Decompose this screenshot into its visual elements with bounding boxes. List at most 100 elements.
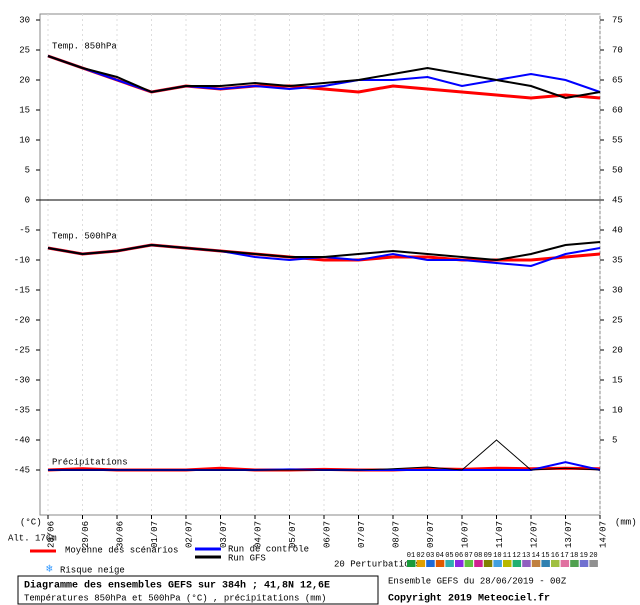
- y2-tick-label: 35: [612, 255, 623, 265]
- perturbation-swatch: [426, 560, 435, 567]
- perturbation-swatch: [407, 560, 416, 567]
- y-tick-label: 25: [19, 45, 30, 55]
- y-tick-label: -10: [14, 255, 30, 265]
- perturbation-label: 16: [551, 552, 559, 560]
- x-tick-label: 07/07: [357, 521, 367, 548]
- y2-tick-label: 55: [612, 135, 623, 145]
- y-tick-label: 30: [19, 15, 30, 25]
- footer-box: [17, 575, 379, 605]
- perturbation-swatch: [579, 560, 589, 567]
- panel-label: Temp. 850hPa: [52, 41, 117, 51]
- footer-title: Diagramme des ensembles GEFS sur 384h ; …: [24, 580, 330, 592]
- y2-tick-label: 15: [612, 375, 623, 385]
- y-tick-label: -25: [14, 345, 30, 355]
- x-tick-label: 30/06: [115, 521, 125, 548]
- legend-label: Run de contrôle: [228, 544, 309, 554]
- y2-tick-label: 60: [612, 105, 623, 115]
- y-tick-label: 0: [25, 195, 30, 205]
- y2-unit: (mm): [615, 517, 637, 527]
- y2-tick-label: 5: [612, 435, 617, 445]
- perturbation-swatch: [570, 560, 579, 567]
- x-tick-label: 13/07: [564, 521, 574, 548]
- x-tick-label: 05/07: [288, 521, 298, 548]
- altitude: Alt. 176m: [8, 533, 57, 543]
- perturbation-label: 15: [541, 552, 549, 560]
- x-tick-label: 10/07: [460, 521, 470, 548]
- snow-label: Risque neige: [60, 565, 125, 575]
- legend-label: Run GFS: [228, 553, 266, 563]
- y2-tick-label: 75: [612, 15, 623, 25]
- perturbation-label: 11: [503, 552, 511, 560]
- run-info: Ensemble GEFS du 28/06/2019 - 00Z: [388, 576, 567, 586]
- perturbation-label: 14: [532, 552, 540, 560]
- x-tick-label: 01/07: [150, 521, 160, 548]
- y2-tick-label: 25: [612, 315, 623, 325]
- y-tick-label: -30: [14, 375, 30, 385]
- footer-subtitle: Températures 850hPa et 500hPa (°C) , pré…: [24, 593, 326, 603]
- series-line: [47, 241, 601, 262]
- perturbation-label: 02: [416, 552, 424, 560]
- y-tick-label: -40: [14, 435, 30, 445]
- perturbation-label: 07: [464, 552, 472, 560]
- x-tick-label: 09/07: [426, 521, 436, 548]
- y-tick-label: -45: [14, 465, 30, 475]
- x-tick-label: 29/06: [81, 521, 91, 548]
- perturbation-swatch: [435, 560, 445, 567]
- perturbation-label: 18: [570, 552, 578, 560]
- y-tick-label: 10: [19, 135, 30, 145]
- perturbation-swatch: [474, 560, 483, 567]
- y2-tick-label: 20: [612, 345, 623, 355]
- y2-tick-label: 40: [612, 225, 623, 235]
- x-tick-label: 04/07: [253, 521, 263, 548]
- perturbations-label: 20 Perturbations: [334, 559, 420, 569]
- perturbation-swatch: [522, 560, 531, 567]
- perturbation-swatch: [464, 560, 474, 567]
- series-line: [48, 439, 601, 471]
- legend-label: Moyenne des scénarios: [65, 545, 178, 555]
- y-unit: (°C): [20, 517, 42, 527]
- x-tick-label: 28/06: [46, 521, 56, 548]
- perturbation-swatch: [541, 560, 550, 567]
- y2-tick-label: 30: [612, 285, 623, 295]
- perturbation-label: 04: [436, 552, 444, 560]
- perturbation-label: 10: [493, 552, 501, 560]
- perturbation-label: 19: [580, 552, 588, 560]
- x-tick-label: 12/07: [529, 521, 539, 548]
- y-tick-label: 20: [19, 75, 30, 85]
- copyright: Copyright 2019 Meteociel.fr: [388, 593, 550, 605]
- x-tick-label: 14/07: [598, 521, 608, 548]
- x-tick-label: 03/07: [219, 521, 229, 548]
- y-tick-label: 15: [19, 105, 30, 115]
- y2-tick-label: 65: [612, 75, 623, 85]
- y-tick-label: -20: [14, 315, 30, 325]
- perturbation-swatch: [503, 560, 512, 567]
- series-line: [47, 55, 601, 100]
- perturbation-swatch: [512, 560, 522, 567]
- perturbation-label: 13: [522, 552, 530, 560]
- panel-label: Précipitations: [52, 457, 128, 467]
- perturbation-swatch: [560, 560, 570, 567]
- perturbation-swatch: [589, 560, 598, 567]
- perturbation-swatch: [531, 560, 541, 567]
- perturbation-swatch: [483, 560, 493, 567]
- perturbation-swatch: [455, 560, 464, 567]
- y-tick-label: 5: [25, 165, 30, 175]
- perturbation-label: 12: [512, 552, 520, 560]
- perturbation-label: 06: [455, 552, 463, 560]
- perturbation-label: 08: [474, 552, 482, 560]
- perturbation-label: 03: [426, 552, 434, 560]
- x-tick-label: 11/07: [495, 521, 505, 548]
- y-tick-label: -15: [14, 285, 30, 295]
- panel-label: Temp. 500hPa: [52, 231, 117, 241]
- y2-tick-label: 50: [612, 165, 623, 175]
- perturbation-label: 01: [407, 552, 415, 560]
- perturbation-swatch: [416, 560, 426, 567]
- y2-tick-label: 45: [612, 195, 623, 205]
- perturbation-label: 20: [589, 552, 597, 560]
- perturbation-label: 05: [445, 552, 453, 560]
- y-tick-label: -35: [14, 405, 30, 415]
- y2-tick-label: 10: [612, 405, 623, 415]
- perturbation-swatch: [551, 560, 560, 567]
- perturbation-swatch: [445, 560, 454, 567]
